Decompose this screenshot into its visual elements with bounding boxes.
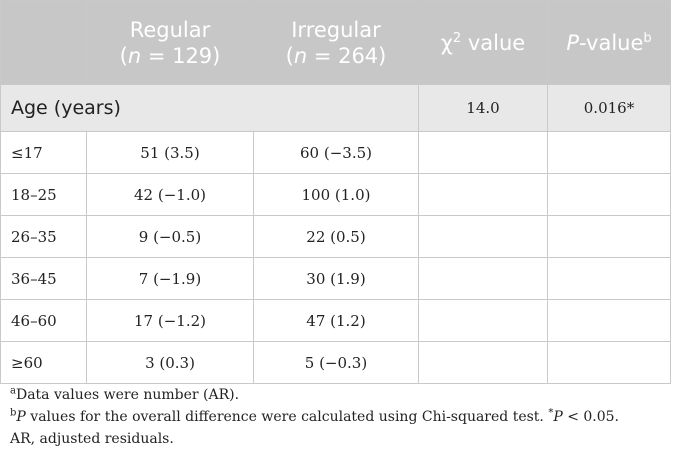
table-row: 46–60 17 (−1.2) 47 (1.2) — [0, 299, 671, 342]
footnote-b-star: * — [548, 407, 554, 419]
p-rest: -value — [579, 30, 644, 55]
row-irregular: 47 (1.2) — [253, 299, 419, 342]
row-label: 26–35 — [0, 215, 87, 258]
footnote-a-text: Data values were number (AR). — [15, 387, 240, 403]
p-italic: P — [566, 30, 580, 55]
row-irregular: 30 (1.9) — [253, 257, 419, 300]
row-regular: 42 (−1.0) — [86, 173, 254, 216]
row-chi-empty — [418, 131, 548, 174]
row-irregular: 60 (−3.5) — [253, 131, 419, 174]
row-chi-empty — [418, 215, 548, 258]
footnote-b: bP values for the overall difference wer… — [10, 406, 666, 428]
header-regular-n: (n = 129) — [119, 43, 221, 68]
row-irregular: 100 (1.0) — [253, 173, 419, 216]
row-irregular: 5 (−0.3) — [253, 341, 419, 384]
header-irregular-label: Irregular — [291, 17, 381, 42]
row-p-empty — [547, 257, 671, 300]
row-chi-empty — [418, 257, 548, 300]
section-p-value: 0.016* — [547, 84, 671, 132]
row-chi-empty — [418, 173, 548, 216]
chi-exponent: 2 — [452, 30, 462, 46]
row-chi-empty — [418, 299, 548, 342]
row-regular: 17 (−1.2) — [86, 299, 254, 342]
table-row: ≤17 51 (3.5) 60 (−3.5) — [0, 131, 671, 174]
section-row-age: Age (years) 14.0 0.016* — [0, 84, 671, 132]
row-p-empty — [547, 341, 671, 384]
row-label: 18–25 — [0, 173, 87, 216]
header-regular-label: Regular — [129, 17, 211, 42]
footnote-b-text2: < 0.05. — [562, 409, 620, 425]
row-irregular: 22 (0.5) — [253, 215, 419, 258]
row-regular: 9 (−0.5) — [86, 215, 254, 258]
footnote-a-mark: a — [10, 385, 16, 397]
row-p-empty — [547, 131, 671, 174]
section-chi-value: 14.0 — [418, 84, 548, 132]
table-row: 18–25 42 (−1.0) 100 (1.0) — [0, 173, 671, 216]
row-p-empty — [547, 173, 671, 216]
row-label: 36–45 — [0, 257, 87, 300]
header-chi-square: χ2 value — [418, 0, 548, 85]
age-distribution-table: Regular (n = 129) Irregular (n = 264) χ2… — [0, 0, 671, 384]
footnote-b-p: P — [16, 409, 26, 425]
table-footnotes: aData values were number (AR). bP values… — [10, 384, 666, 450]
table-header-row: Regular (n = 129) Irregular (n = 264) χ2… — [0, 0, 671, 85]
row-p-empty — [547, 215, 671, 258]
header-p-value: P-valueb — [547, 0, 671, 85]
row-regular: 51 (3.5) — [86, 131, 254, 174]
footnote-b-p2: P — [553, 409, 563, 425]
table-row: 36–45 7 (−1.9) 30 (1.9) — [0, 257, 671, 300]
row-label: 46–60 — [0, 299, 87, 342]
section-label: Age (years) — [0, 84, 419, 132]
row-label: ≤17 — [0, 131, 87, 174]
footnote-a: aData values were number (AR). — [10, 384, 666, 406]
header-regular: Regular (n = 129) — [86, 0, 254, 85]
chi-rest: value — [461, 30, 526, 55]
header-irregular-n: (n = 264) — [285, 43, 387, 68]
header-empty-cell — [0, 0, 87, 85]
footnote-b-text: values for the overall difference were c… — [25, 409, 549, 425]
row-label: ≥60 — [0, 341, 87, 384]
chi-symbol: χ — [440, 30, 453, 55]
row-regular: 3 (0.3) — [86, 341, 254, 384]
p-superscript: b — [643, 30, 652, 46]
table-row: ≥60 3 (0.3) 5 (−0.3) — [0, 341, 671, 384]
table-row: 26–35 9 (−0.5) 22 (0.5) — [0, 215, 671, 258]
header-irregular: Irregular (n = 264) — [253, 0, 419, 85]
row-chi-empty — [418, 341, 548, 384]
row-regular: 7 (−1.9) — [86, 257, 254, 300]
footnote-b-mark: b — [10, 407, 17, 419]
row-p-empty — [547, 299, 671, 342]
footnote-ar: AR, adjusted residuals. — [10, 431, 174, 447]
